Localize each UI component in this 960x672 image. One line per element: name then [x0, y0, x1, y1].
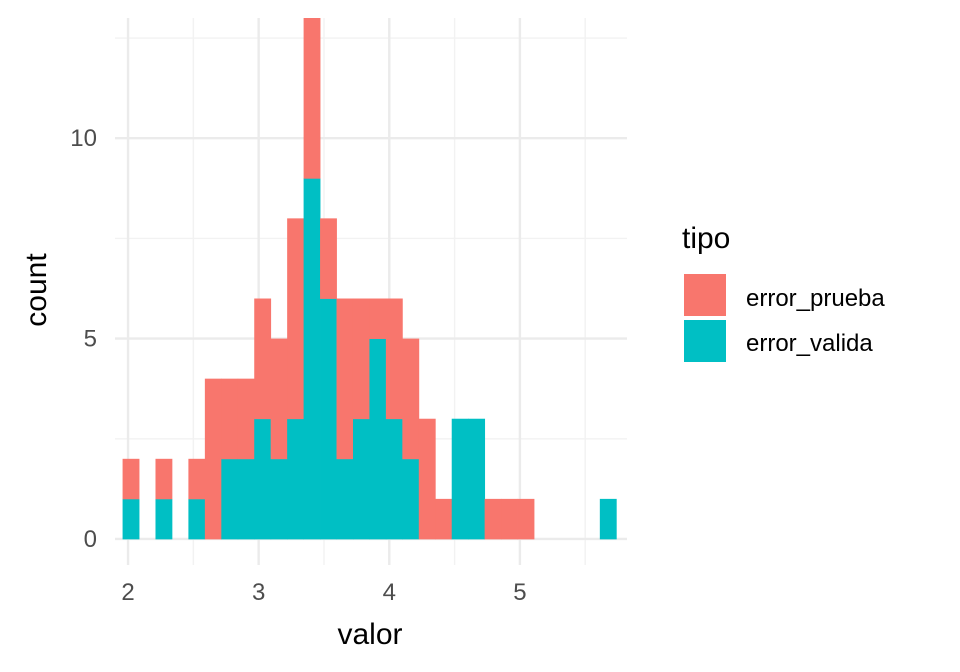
- bar-error-valida: [385, 418, 403, 540]
- axis-ticks: 2 3 4 5 0 5 10: [70, 125, 526, 606]
- bar-error-valida: [221, 458, 239, 540]
- bar-error-valida: [599, 498, 617, 540]
- bar-error-prueba: [204, 378, 222, 540]
- bar-error-prueba: [418, 418, 436, 540]
- bar-error-prueba: [385, 298, 403, 420]
- bar-error-prueba: [155, 458, 173, 500]
- legend-label-error-prueba: error_prueba: [746, 285, 885, 312]
- x-tick-label: 2: [121, 579, 134, 606]
- bar-error-valida: [320, 298, 337, 540]
- bar-error-prueba: [320, 218, 337, 299]
- bar-error-valida: [287, 418, 305, 540]
- bar-error-prueba: [303, 18, 321, 179]
- bar-error-prueba: [237, 378, 255, 460]
- y-tick-label: 10: [70, 125, 97, 152]
- bar-error-prueba: [287, 218, 305, 420]
- y-axis-title: count: [20, 253, 53, 327]
- bar-error-valida: [369, 338, 387, 540]
- legend-key-error-prueba: [684, 274, 726, 316]
- bar-error-prueba: [270, 338, 288, 460]
- bar-error-prueba: [369, 298, 387, 339]
- bar-error-prueba: [517, 498, 535, 540]
- bar-error-valida: [451, 418, 469, 540]
- bar-error-valida: [188, 498, 206, 540]
- x-axis-title: valor: [337, 618, 402, 651]
- histogram-bars: [122, 18, 617, 540]
- bar-error-valida: [352, 418, 370, 540]
- bar-error-prueba: [122, 458, 140, 500]
- bar-error-prueba: [484, 498, 502, 540]
- bar-error-valida: [270, 458, 288, 540]
- legend: tipo error_prueba error_valida: [682, 222, 885, 362]
- x-tick-label: 3: [252, 579, 265, 606]
- bar-error-valida: [468, 418, 486, 540]
- bar-error-prueba: [435, 498, 453, 540]
- bar-error-prueba: [336, 298, 354, 460]
- y-tick-label: 5: [84, 326, 97, 353]
- bar-error-valida: [402, 458, 420, 540]
- bar-error-prueba: [501, 498, 518, 540]
- bar-error-valida: [155, 498, 173, 540]
- bar-error-prueba: [254, 298, 272, 420]
- y-tick-label: 0: [84, 526, 97, 553]
- bar-error-prueba: [352, 298, 370, 420]
- legend-title: tipo: [682, 222, 730, 255]
- bar-error-valida: [254, 418, 272, 540]
- bar-error-valida: [336, 458, 354, 540]
- bar-error-valida: [122, 498, 140, 540]
- legend-key-error-valida: [684, 320, 726, 362]
- bar-error-valida: [303, 178, 321, 540]
- bar-error-prueba: [221, 378, 239, 460]
- bar-error-prueba: [402, 338, 420, 460]
- bar-error-valida: [237, 458, 255, 540]
- x-tick-label: 5: [513, 579, 526, 606]
- x-tick-label: 4: [383, 579, 396, 606]
- legend-label-error-valida: error_valida: [746, 330, 873, 357]
- bar-error-prueba: [188, 458, 206, 500]
